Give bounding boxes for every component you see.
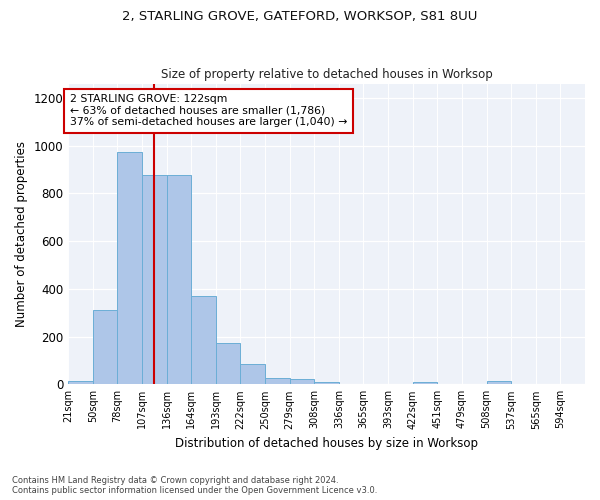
- Bar: [118, 152, 142, 384]
- Bar: [142, 176, 167, 384]
- Bar: [216, 342, 241, 384]
- Bar: [265, 378, 290, 384]
- Bar: [241, 364, 265, 384]
- Text: 2 STARLING GROVE: 122sqm
← 63% of detached houses are smaller (1,786)
37% of sem: 2 STARLING GROVE: 122sqm ← 63% of detach…: [70, 94, 347, 128]
- Bar: [191, 296, 216, 384]
- Bar: [167, 176, 191, 384]
- Bar: [290, 379, 314, 384]
- Text: Contains HM Land Registry data © Crown copyright and database right 2024.
Contai: Contains HM Land Registry data © Crown c…: [12, 476, 377, 495]
- Bar: [487, 382, 511, 384]
- Title: Size of property relative to detached houses in Worksop: Size of property relative to detached ho…: [161, 68, 493, 81]
- Y-axis label: Number of detached properties: Number of detached properties: [15, 141, 28, 327]
- Bar: [413, 382, 437, 384]
- Bar: [314, 382, 339, 384]
- Text: 2, STARLING GROVE, GATEFORD, WORKSOP, S81 8UU: 2, STARLING GROVE, GATEFORD, WORKSOP, S8…: [122, 10, 478, 23]
- Bar: [93, 310, 118, 384]
- X-axis label: Distribution of detached houses by size in Worksop: Distribution of detached houses by size …: [175, 437, 478, 450]
- Bar: [68, 382, 93, 384]
